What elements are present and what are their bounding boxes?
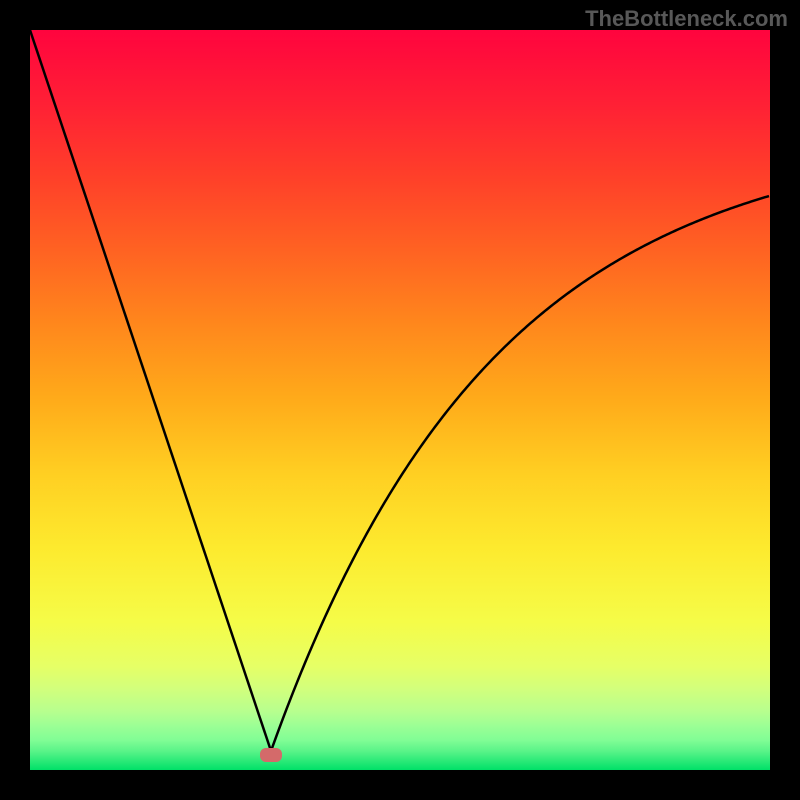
watermark-text: TheBottleneck.com xyxy=(585,6,788,32)
chart-container: TheBottleneck.com xyxy=(0,0,800,800)
minimum-marker xyxy=(260,748,282,762)
plot-area xyxy=(30,30,770,770)
chart-svg xyxy=(0,0,800,800)
